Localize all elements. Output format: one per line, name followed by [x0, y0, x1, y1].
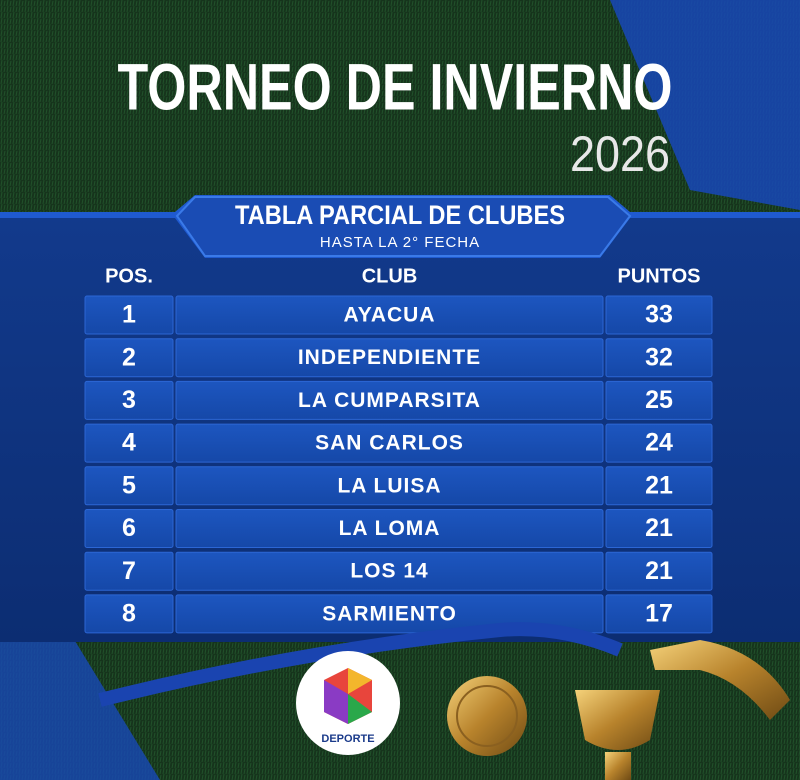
logo-icon — [324, 680, 348, 724]
table-cell — [175, 466, 604, 506]
table-cell — [84, 423, 174, 463]
table-cell — [175, 380, 604, 420]
position: 5 — [122, 471, 136, 499]
banner-title: TABLA PARCIAL DE CLUBES — [235, 200, 565, 230]
table-cell — [84, 594, 174, 634]
decor-shape — [0, 600, 160, 780]
table-cell — [84, 551, 174, 591]
club: LA CUMPARSITA — [298, 389, 481, 412]
club: LOS 14 — [350, 560, 428, 583]
points: 21 — [645, 471, 673, 499]
logo-icon — [348, 668, 372, 694]
table-cell — [175, 509, 604, 548]
club: INDEPENDIENTE — [298, 346, 481, 369]
points: 25 — [645, 386, 673, 414]
club: LA LUISA — [337, 474, 441, 497]
club: LA LOMA — [339, 517, 441, 540]
banner-subtitle: HASTA LA 2° FECHA — [320, 234, 480, 251]
position: 2 — [122, 343, 136, 371]
position: 6 — [122, 514, 136, 542]
club: SAN CARLOS — [315, 432, 464, 455]
table-cell — [605, 466, 713, 506]
year: 2026 — [570, 126, 670, 182]
position: 3 — [122, 386, 136, 414]
position: 4 — [122, 429, 136, 457]
decor-shape — [610, 0, 800, 210]
column-header: POS. — [105, 265, 153, 287]
table-cell — [175, 338, 604, 378]
club: SARMIENTO — [322, 602, 457, 625]
position: 7 — [122, 557, 136, 585]
trophy — [650, 640, 790, 720]
table-cell — [175, 295, 604, 335]
medal — [456, 685, 518, 747]
points: 24 — [645, 429, 673, 457]
points: 33 — [645, 301, 673, 329]
table-cell — [84, 295, 174, 335]
table-cell — [84, 509, 174, 548]
title: TORNEO DE INVIERNO — [118, 49, 673, 123]
table-cell — [175, 423, 604, 463]
table-cell — [605, 594, 713, 634]
points: 17 — [645, 600, 673, 628]
position: 8 — [122, 600, 136, 628]
club: AYACUA — [344, 304, 436, 327]
banner-tab — [175, 196, 632, 257]
table-cell — [84, 380, 174, 420]
column-header: CLUB — [362, 265, 418, 287]
table: POS. CLUB PUNTOS 1 AYACUA 33 2 INDEPENDIENTE 32 3… — [84, 265, 713, 634]
table-cell — [605, 338, 713, 378]
points: 21 — [645, 557, 673, 585]
medal — [447, 676, 527, 756]
position: 1 — [122, 301, 136, 329]
table-cell — [84, 338, 174, 378]
logo-label: DEPORTE — [321, 733, 374, 745]
logo-icon — [348, 694, 372, 724]
table-cell — [605, 295, 713, 335]
table-cell — [175, 551, 604, 591]
points: 21 — [645, 514, 673, 542]
table-cell — [605, 380, 713, 420]
table-cell — [605, 423, 713, 463]
table-cell — [84, 466, 174, 506]
table-cell — [605, 509, 713, 548]
points: 32 — [645, 343, 673, 371]
ribbon — [98, 622, 623, 707]
table-cell — [605, 551, 713, 591]
trophy — [575, 690, 660, 750]
trophy — [605, 752, 631, 780]
column-header: PUNTOS — [618, 265, 701, 287]
